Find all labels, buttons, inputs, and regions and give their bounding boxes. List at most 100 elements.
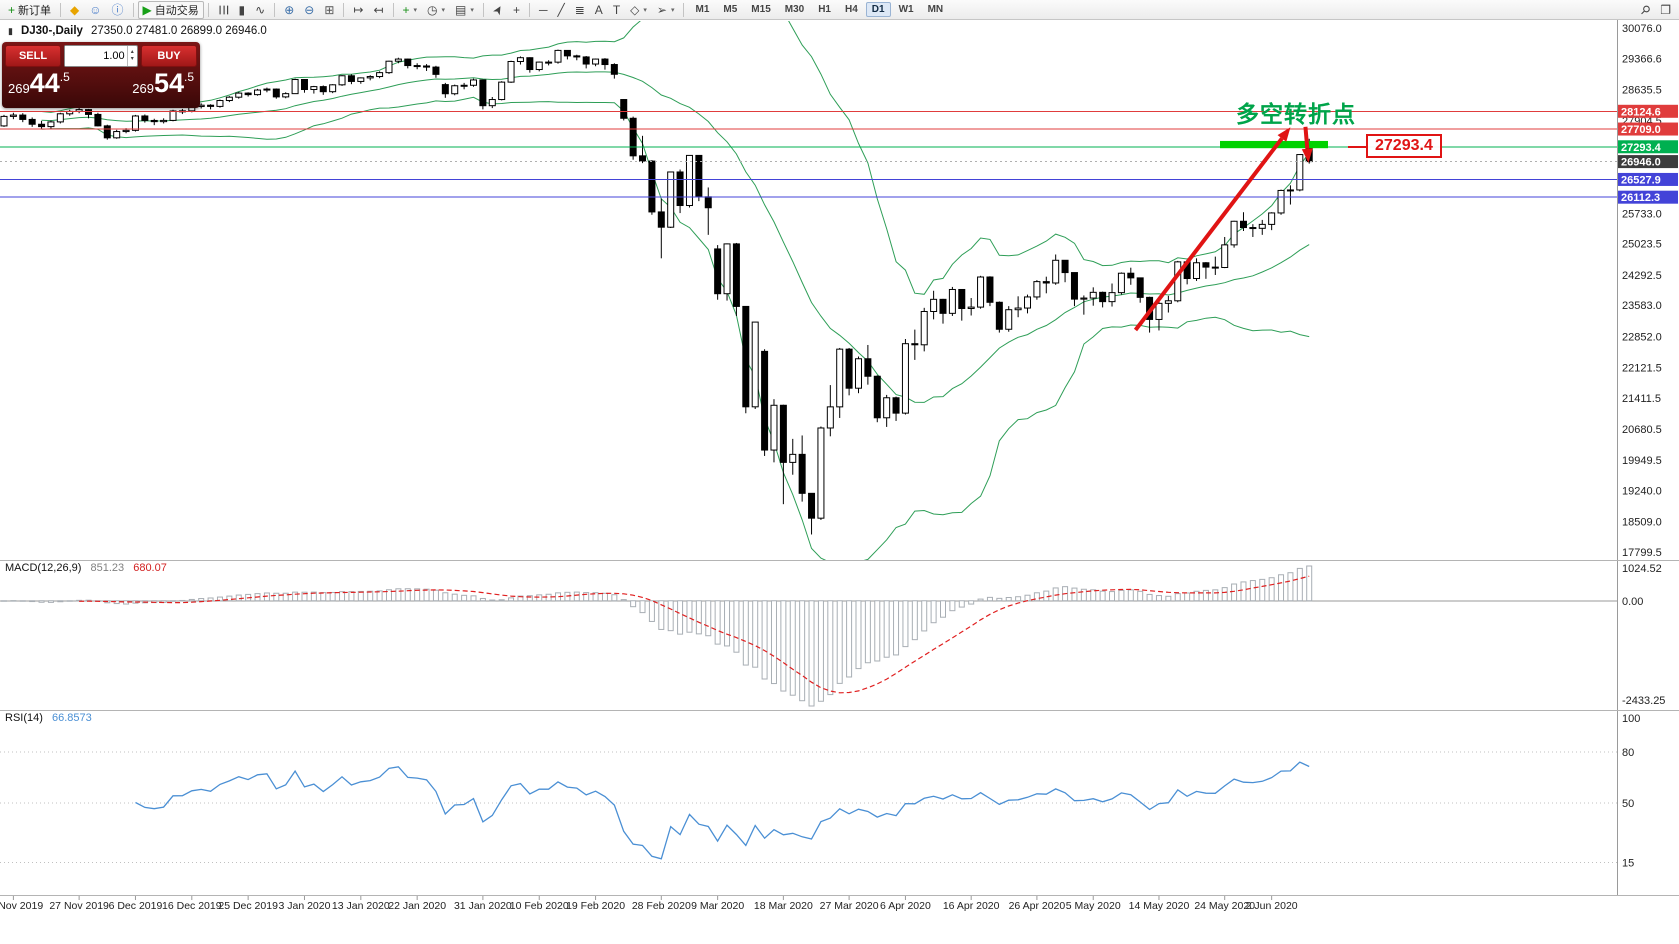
horizontal-line-icon-glyph: ─	[538, 2, 548, 17]
candle-bull	[836, 348, 844, 408]
macd-histogram-bar	[385, 589, 392, 602]
timeframe-m15[interactable]: M15	[751, 4, 771, 15]
line-chart-icon[interactable]: ∿	[250, 1, 270, 19]
sell-button[interactable]: SELL	[5, 45, 61, 67]
templates-icon[interactable]: ▤ ▾	[450, 1, 479, 19]
macd-histogram-bar	[19, 600, 26, 602]
cursor-icon[interactable]: ➤	[488, 1, 508, 19]
chart-window-icon[interactable]: ❐	[1655, 1, 1676, 19]
text-icon[interactable]: A	[590, 1, 608, 19]
macd-histogram-bar	[432, 589, 439, 602]
macd-histogram-bar	[451, 593, 458, 602]
macd-indicator-label: MACD(12,26,9) 851.23 680.07	[5, 562, 167, 574]
quantity-input[interactable]	[65, 46, 127, 66]
macd-histogram-bar	[836, 600, 843, 684]
fibonacci-icon[interactable]: ≣	[570, 1, 590, 19]
autotrading-button[interactable]: ▶ 自动交易	[137, 0, 204, 19]
zoom-in-icon[interactable]: ⊕	[279, 1, 299, 19]
candle-bull	[883, 397, 891, 419]
macd-histogram-bar	[695, 600, 702, 635]
candle-bear	[1211, 266, 1219, 269]
candle-bear	[103, 125, 111, 139]
search-icon[interactable]: ⚲	[1636, 1, 1655, 19]
quantity-field: ▴ ▾	[64, 45, 138, 67]
reversal-down-arrow-head[interactable]	[1301, 148, 1313, 163]
macd-histogram-bar	[29, 600, 36, 603]
date-label: 18 Nov 2019	[0, 900, 43, 912]
new-order-button[interactable]: + 新订单	[3, 1, 56, 19]
macd-histogram-bar	[667, 600, 674, 632]
macd-histogram-bar	[282, 592, 289, 602]
timeframe-d1[interactable]: D1	[865, 2, 891, 17]
turning-point-annotation[interactable]: 多空转折点	[1236, 101, 1356, 127]
candle-bull	[47, 121, 55, 128]
macd-histogram-bar	[1043, 590, 1050, 602]
quantity-spinner: ▴ ▾	[126, 46, 137, 66]
community-icon[interactable]: ☺	[84, 1, 106, 19]
auto-scroll-icon[interactable]: ↦	[348, 1, 368, 19]
macd-histogram-bar	[414, 588, 421, 602]
price-tick-label: 24292.5	[1622, 270, 1662, 282]
price-tick-label: 29366.6	[1622, 53, 1662, 65]
macd-histogram-bar	[1202, 589, 1209, 602]
macd-histogram-bar	[817, 600, 824, 702]
candle-bear	[620, 99, 628, 119]
macd-histogram-bar	[470, 595, 477, 602]
price-label-box	[1618, 172, 1678, 186]
timeframe-mn[interactable]: MN	[927, 4, 944, 15]
buy-button[interactable]: BUY	[141, 45, 197, 67]
bollinger-middle-band	[41, 71, 1310, 403]
zoom-out-icon[interactable]: ⊖	[299, 1, 319, 19]
timeframe-h1[interactable]: H1	[818, 4, 831, 15]
shapes-icon[interactable]: ◇ ▾	[625, 1, 652, 19]
candle-bull	[366, 76, 374, 79]
tile-windows-icon[interactable]: ⊞	[319, 1, 339, 19]
date-label: 10 Feb 2020	[510, 900, 569, 912]
candle-bull	[516, 57, 524, 63]
bars-chart-icon[interactable]: ☰	[213, 1, 234, 19]
candle-bull	[1117, 272, 1125, 294]
toolbar-separator	[207, 2, 209, 17]
crosshair-icon[interactable]: +	[508, 1, 525, 19]
macd-histogram-bar	[1306, 565, 1313, 602]
candle-bull	[1108, 292, 1116, 303]
label-icon[interactable]: T	[608, 1, 625, 19]
macd-histogram-bar	[1231, 583, 1238, 602]
macd-histogram-bar	[1155, 595, 1162, 602]
quantity-down-button[interactable]: ▾	[130, 56, 134, 62]
market-icon[interactable]: ◆	[65, 1, 84, 19]
macd-histogram-bar	[207, 597, 214, 602]
macd-histogram-bar	[1071, 587, 1078, 602]
label-icon-glyph: T	[612, 2, 621, 17]
rsi-name: RSI(14)	[5, 712, 43, 724]
timeframe-m1[interactable]: M1	[695, 4, 710, 15]
quantity-up-button[interactable]: ▴	[130, 49, 134, 55]
macd-histogram-bar	[855, 600, 862, 670]
timeframe-h4[interactable]: H4	[845, 4, 858, 15]
chart-symbol-period: DJ30-,Daily	[20, 25, 83, 37]
reversal-down-arrow[interactable]	[1303, 126, 1310, 149]
timeframe-m30[interactable]: M30	[784, 4, 805, 15]
macd-histogram-bar	[310, 591, 317, 602]
macd-histogram-bar	[789, 600, 796, 696]
candle-bear	[798, 453, 806, 494]
help-icon[interactable]: ⓘ	[107, 1, 129, 19]
candle-bear	[94, 113, 102, 127]
indicators-icon[interactable]: + ▾	[398, 1, 423, 19]
price-callout-box[interactable]: 27293.4	[1366, 134, 1442, 158]
periods-icon[interactable]: ◷ ▾	[422, 1, 450, 19]
horizontal-line-icon[interactable]: ─	[534, 1, 553, 19]
chart-shift-icon[interactable]: ↤	[368, 1, 388, 19]
timeframe-w1[interactable]: W1	[898, 4, 914, 15]
macd-histogram-bar	[1184, 592, 1191, 602]
highlight-zone[interactable]	[1220, 140, 1328, 149]
timeframe-m5[interactable]: M5	[723, 4, 738, 15]
trend-arrow[interactable]	[1133, 137, 1284, 332]
trend-arrow-head[interactable]	[1277, 127, 1291, 142]
trendline-icon[interactable]: ╱	[553, 1, 570, 19]
arrows-icon[interactable]: ➢ ▾	[652, 1, 680, 19]
macd-histogram-bar	[367, 590, 374, 602]
candles-chart-icon[interactable]: ▮	[234, 1, 251, 19]
candle-bull	[1033, 281, 1041, 298]
rsi-pane	[0, 751, 1617, 863]
